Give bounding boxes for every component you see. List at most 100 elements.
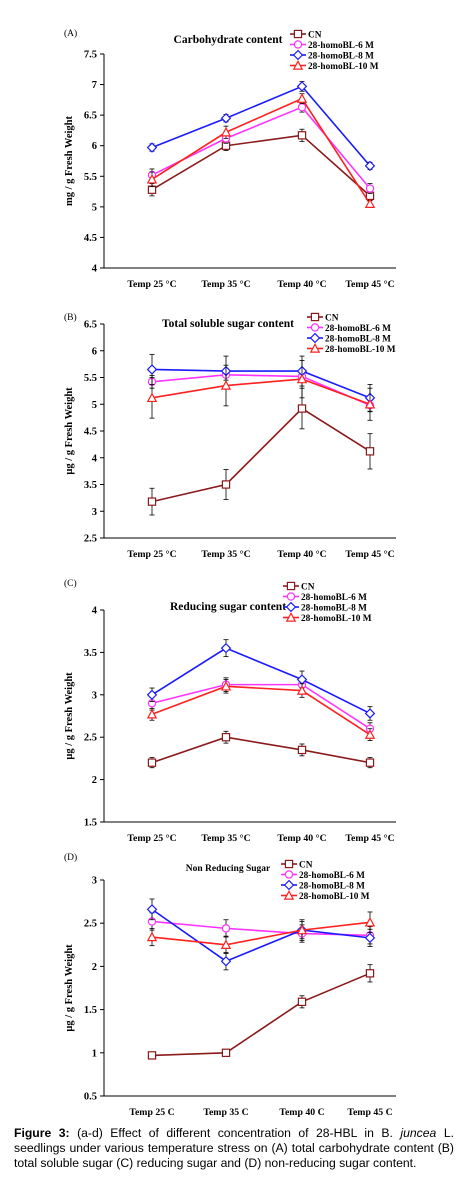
chart-title: Total soluble sugar content [162, 318, 294, 330]
data-point [296, 924, 308, 935]
legend-marker [286, 592, 296, 601]
data-point [220, 126, 232, 137]
series-line [151, 374, 371, 407]
data-point [147, 185, 157, 194]
legend-marker [309, 332, 321, 344]
y-tick-label: 3 [92, 690, 97, 701]
legend-marker [285, 601, 297, 613]
x-tick-label: Temp 25 °C [127, 279, 176, 290]
panel-label: (C) [64, 578, 77, 589]
y-tick-label: 1.5 [84, 818, 97, 829]
x-tick-label: Temp 35 °C [201, 549, 250, 560]
y-tick-label: 5 [92, 202, 97, 213]
caption-text-2: L. seedlings under various temperature s… [14, 1126, 454, 1170]
legend-label: 28-homoBL-8 M [308, 52, 374, 62]
x-tick-label: Temp 25 °C [127, 833, 176, 844]
series-line [151, 85, 371, 167]
series-line [151, 736, 371, 764]
y-tick-label: 3.5 [84, 648, 97, 659]
legend-label: CN [301, 583, 315, 593]
data-point [364, 398, 376, 409]
legend-label: CN [325, 314, 339, 324]
chart-panel-2: (B) Total soluble sugar content 2.5 3 3.5 4 4.… [64, 312, 396, 560]
data-point [146, 904, 158, 915]
series-4 [146, 359, 376, 421]
y-tick-label: 5 [92, 400, 97, 411]
series-3 [146, 81, 376, 172]
x-tick-label: Temp 35 °C [201, 279, 250, 290]
series-line [151, 647, 371, 715]
legend-marker [293, 29, 303, 39]
figure-caption: Figure 3: (a-d) Effect of different conc… [14, 1126, 454, 1171]
data-point [221, 480, 231, 489]
legend-marker [309, 343, 321, 353]
data-point [147, 758, 157, 767]
data-point [146, 931, 158, 942]
legend-marker [283, 890, 295, 900]
series-line [151, 683, 371, 730]
data-point [220, 642, 232, 654]
series-line [151, 97, 371, 205]
y-tick-label: 1.5 [84, 1005, 97, 1016]
series-line [151, 106, 371, 190]
series-3 [146, 898, 376, 971]
data-point [220, 939, 232, 950]
y-tick-label: 2 [92, 775, 97, 786]
legend-label: 28-homoBL-10 M [325, 345, 396, 355]
data-point [146, 392, 158, 403]
data-point [296, 685, 308, 695]
series-line [151, 407, 371, 503]
series-4 [146, 93, 376, 208]
series-3 [146, 639, 376, 721]
series-2 [147, 912, 375, 945]
y-tick-label: 4.5 [84, 427, 97, 438]
data-point [364, 916, 376, 927]
y-tick-label: 4 [92, 264, 98, 275]
y-tick-label: 6 [92, 346, 97, 357]
x-tick-label: Temp 45 °C [345, 549, 394, 560]
legend-label: 28-homoBL-10 M [301, 614, 372, 624]
data-point [296, 81, 308, 92]
data-point [220, 680, 232, 691]
data-point [297, 131, 307, 140]
legend-marker [310, 323, 320, 332]
legend-label: 28-homoBL-10 M [308, 62, 379, 72]
data-point [365, 758, 375, 767]
data-point [147, 497, 157, 506]
data-point [364, 729, 376, 739]
chart-title: Carbohydrate content [174, 34, 283, 46]
y-tick-label: 4 [92, 606, 98, 617]
data-point [296, 373, 308, 384]
legend-label: 28-homoBL-6 M [325, 324, 391, 334]
data-point [365, 184, 375, 193]
y-tick-label: 2.5 [84, 534, 97, 545]
data-point [297, 997, 307, 1007]
x-tick-label: Temp 35 °C [201, 833, 250, 844]
chart-panel-4: (D) Non Reducing Sugar 0.5 1 1.5 2 2.5 3 Temp 25… [64, 852, 396, 1118]
data-point [364, 708, 376, 719]
legend-label: 28-homoBL-6 M [308, 41, 374, 51]
y-axis-label: µg / g Fresh Weight [64, 387, 75, 475]
y-tick-label: 6 [92, 141, 97, 152]
y-tick-label: 7 [92, 80, 97, 91]
legend-label: 28-homoBL-10 M [299, 892, 370, 902]
series-line [151, 685, 371, 736]
series-line [151, 378, 371, 406]
x-tick-label: Temp 45 °C [345, 833, 394, 844]
legend-label: 28-homoBL-6 M [299, 871, 365, 881]
data-point [365, 969, 375, 978]
series-2 [147, 677, 375, 736]
legend-marker [310, 312, 320, 322]
legend-label: CN [308, 31, 322, 41]
data-point [365, 447, 375, 456]
data-point [146, 142, 158, 153]
series-2 [147, 369, 375, 413]
legend-marker [285, 612, 297, 622]
y-axis-label: µg / g Fresh Weight [64, 944, 75, 1032]
legend-marker [283, 879, 295, 891]
x-tick-label: Temp 35 C [203, 1107, 248, 1118]
chart-panel-1: (A) Carbohydrate content 4 4.5 5 5.5 6 6.5 7 7.5 T… [64, 28, 396, 290]
x-tick-label: Temp 45 C [347, 1107, 392, 1118]
